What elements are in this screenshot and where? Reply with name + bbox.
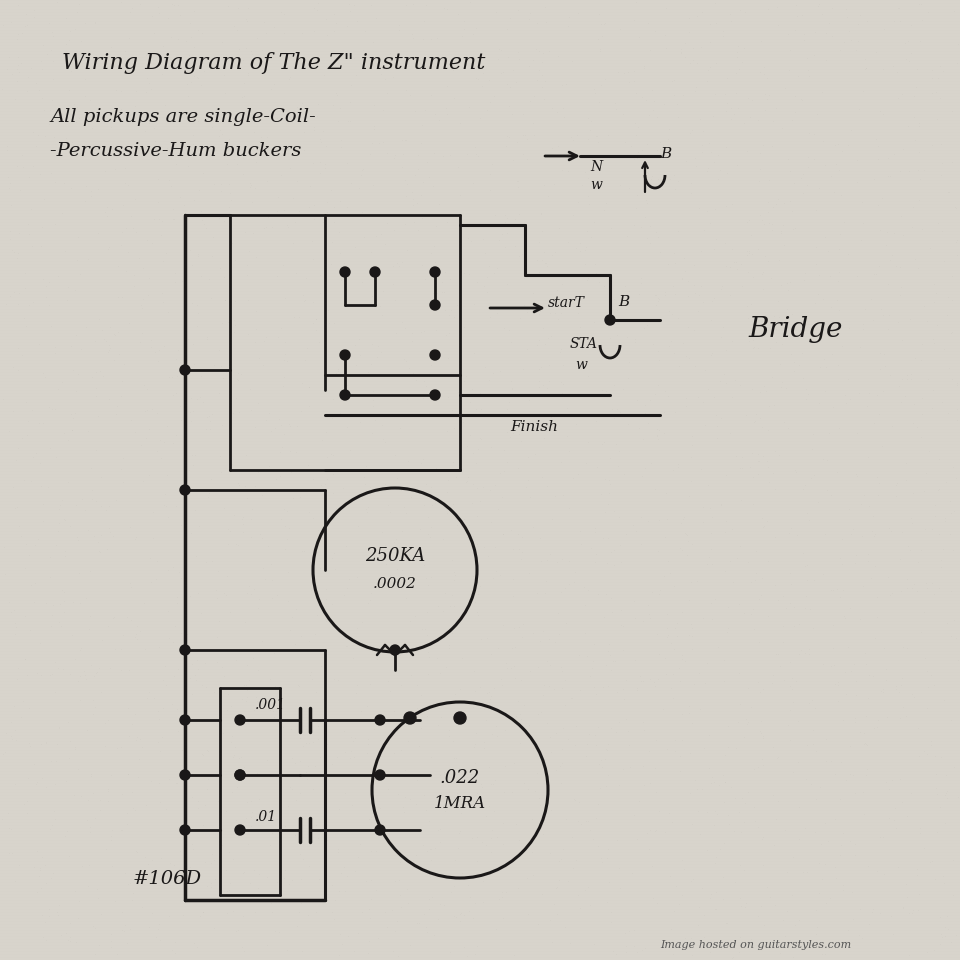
Circle shape	[180, 715, 190, 725]
Text: B: B	[660, 147, 671, 161]
Circle shape	[235, 715, 245, 725]
Text: #106D: #106D	[132, 870, 202, 888]
Circle shape	[430, 350, 440, 360]
Circle shape	[180, 365, 190, 375]
Text: -Percussive-Hum buckers: -Percussive-Hum buckers	[50, 142, 301, 160]
Text: Wiring Diagram of The Z" instrument: Wiring Diagram of The Z" instrument	[62, 52, 486, 74]
Circle shape	[340, 267, 350, 277]
Text: B: B	[618, 295, 629, 309]
Text: N: N	[590, 160, 602, 174]
Circle shape	[340, 350, 350, 360]
Text: .001: .001	[255, 698, 286, 712]
Circle shape	[375, 770, 385, 780]
Text: Image hosted on guitarstyles.com: Image hosted on guitarstyles.com	[660, 940, 852, 950]
Circle shape	[375, 825, 385, 835]
Text: .022: .022	[440, 769, 480, 787]
Circle shape	[340, 390, 350, 400]
Text: Bridge: Bridge	[748, 316, 842, 343]
Circle shape	[430, 390, 440, 400]
Text: 1MRA: 1MRA	[434, 796, 486, 812]
Circle shape	[235, 770, 245, 780]
Text: .01: .01	[255, 810, 277, 824]
Circle shape	[180, 645, 190, 655]
Text: w: w	[590, 178, 602, 192]
Circle shape	[404, 712, 416, 724]
Circle shape	[235, 770, 245, 780]
Text: .0002: .0002	[373, 577, 417, 591]
Circle shape	[605, 315, 615, 325]
Text: Finish: Finish	[510, 420, 558, 434]
Circle shape	[390, 645, 400, 655]
Circle shape	[430, 300, 440, 310]
Text: starT: starT	[548, 296, 585, 310]
Text: All pickups are single-Coil-: All pickups are single-Coil-	[50, 108, 316, 126]
Circle shape	[180, 770, 190, 780]
Text: STA: STA	[570, 337, 598, 351]
Circle shape	[370, 267, 380, 277]
Circle shape	[180, 825, 190, 835]
Circle shape	[375, 715, 385, 725]
Circle shape	[180, 485, 190, 495]
Text: w: w	[575, 358, 587, 372]
Circle shape	[430, 267, 440, 277]
Circle shape	[454, 712, 466, 724]
Circle shape	[235, 825, 245, 835]
Text: 250KA: 250KA	[365, 547, 425, 565]
